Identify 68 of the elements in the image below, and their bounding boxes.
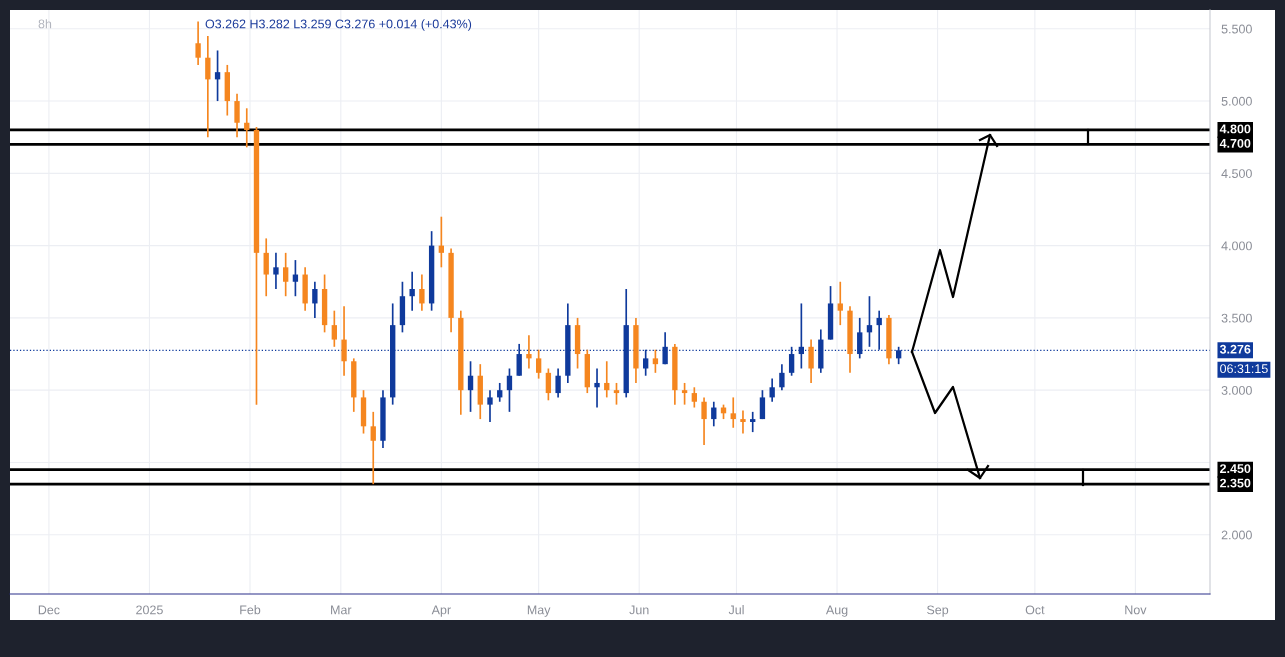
candlestick (769, 377, 775, 403)
candlestick (730, 396, 736, 429)
y-tick-label: 3.500 (1221, 313, 1252, 323)
x-tick-label: Jun (629, 605, 649, 615)
candlestick (750, 411, 756, 433)
candlestick (701, 396, 707, 446)
candlestick (526, 334, 532, 370)
candlestick (283, 252, 289, 298)
x-tick-label: Dec (38, 605, 60, 615)
candlestick (312, 280, 318, 319)
y-tick-label: 5.000 (1221, 96, 1252, 106)
x-tick-label: 2025 (136, 605, 163, 615)
ref-line-label: 2.350 (1220, 478, 1251, 488)
x-tick-label: Jul (728, 605, 744, 615)
candlestick (331, 309, 337, 348)
candlestick (497, 382, 503, 403)
candlestick (594, 367, 600, 409)
candlestick (205, 35, 211, 139)
y-tick-label: 3.000 (1221, 385, 1252, 395)
x-tick-label: Aug (825, 605, 848, 617)
candlestick (341, 305, 347, 377)
candlestick (555, 367, 561, 399)
candlestick (487, 389, 493, 423)
candlestick (419, 273, 425, 312)
candlestick (214, 49, 221, 102)
candlestick (808, 338, 814, 384)
candlestick (779, 363, 785, 392)
candlestick (409, 270, 415, 312)
y-tick-label: 4.000 (1221, 241, 1252, 251)
candlestick (506, 367, 513, 413)
ref-line-label: 4.800 (1219, 124, 1251, 134)
x-tick-label: May (527, 605, 551, 617)
x-tick-label: Oct (1025, 605, 1045, 615)
candlestick (866, 295, 873, 348)
candlestick (545, 367, 552, 402)
ref-line-label: 2.450 (1220, 464, 1251, 474)
candlestick (195, 20, 201, 66)
candlestick (604, 360, 610, 399)
x-tick-label: Mar (331, 605, 352, 615)
annotation: O3.262 H3.282 L3.259 C3.276 +0.014 (+0.43%) (205, 19, 472, 31)
candlestick (759, 389, 766, 420)
candlestick (652, 348, 659, 374)
x-tick-label: Feb (240, 605, 261, 615)
candlestick (273, 252, 279, 290)
x-tick-label: Apr (431, 605, 451, 617)
candlestick (740, 409, 746, 435)
candlestick (837, 280, 843, 326)
candlestick (438, 215, 445, 269)
candlestick (681, 382, 688, 406)
y-tick-label: 2.000 (1221, 530, 1252, 540)
candlestick (535, 348, 542, 380)
text: 06:31:15 (1220, 364, 1268, 374)
ref-line-label: 3.276 (1219, 344, 1251, 354)
candlestick (613, 382, 620, 406)
candlestick (467, 360, 474, 413)
y-tick-label: 4.500 (1221, 169, 1252, 178)
x-tick-label: Sep (927, 605, 949, 617)
candlestick (292, 259, 299, 298)
candlestick (857, 317, 863, 360)
ref-line-label: 4.700 (1219, 138, 1251, 148)
y-tick-label: 5.500 (1221, 24, 1252, 34)
x-tick-label: Nov (1125, 605, 1147, 615)
candlestick (244, 107, 250, 149)
candlestick (691, 386, 697, 409)
candlestick (263, 237, 269, 298)
text: 8h (38, 19, 52, 29)
candlestick (370, 411, 376, 485)
candlestick (234, 93, 240, 139)
